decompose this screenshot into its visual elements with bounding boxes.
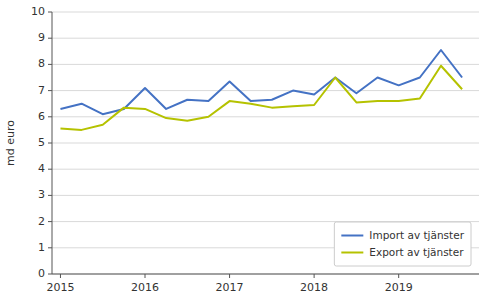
- grid-line: [52, 64, 479, 65]
- x-tick-label: 2015: [46, 281, 74, 294]
- y-tick-label: 0: [38, 267, 45, 280]
- legend-swatch: [341, 252, 363, 254]
- series-line: [60, 66, 462, 130]
- chart: 0 1 2 3 4 5 6 7 8 9 10 2015 2016 2017 2018 2019 md euro I…: [0, 0, 493, 304]
- y-tick: [48, 143, 52, 144]
- y-tick: [48, 274, 52, 275]
- grid-line: [52, 274, 479, 275]
- y-tick-label: 2: [38, 215, 45, 228]
- x-axis-line: [52, 274, 479, 275]
- y-tick-label: 1: [38, 241, 45, 254]
- grid-line: [52, 169, 479, 170]
- y-tick-label: 7: [38, 84, 45, 97]
- y-axis-label: md euro: [4, 120, 17, 166]
- y-tick: [48, 221, 52, 222]
- x-tick: [229, 274, 230, 278]
- y-tick: [48, 169, 52, 170]
- y-tick: [48, 12, 52, 13]
- x-tick-label: 2017: [216, 281, 244, 294]
- x-tick: [398, 274, 399, 278]
- y-axis-line: [52, 12, 53, 274]
- y-tick-label: 8: [38, 57, 45, 70]
- legend-label: Export av tjänster: [369, 246, 464, 258]
- grid-line: [52, 195, 479, 196]
- x-tick: [60, 274, 61, 278]
- grid-line: [52, 38, 479, 39]
- axes: 0 1 2 3 4 5 6 7 8 9 10 2015 2016 2017 2018 2019: [31, 5, 479, 294]
- grid-line: [52, 90, 479, 91]
- grid-line: [52, 12, 479, 13]
- grid-line: [52, 143, 479, 144]
- grid-line: [52, 116, 479, 117]
- y-tick: [48, 195, 52, 196]
- y-tick: [48, 90, 52, 91]
- y-tick-label: 10: [31, 5, 45, 18]
- x-tick: [145, 274, 146, 278]
- series-line: [60, 50, 462, 114]
- legend-box: [334, 222, 471, 266]
- lines: [60, 50, 462, 130]
- legend: Import av tjänster Export av tjänster: [334, 222, 471, 266]
- grid: [52, 12, 479, 274]
- legend-label: Import av tjänster: [369, 229, 464, 241]
- y-tick-label: 3: [38, 188, 45, 201]
- x-tick-label: 2019: [385, 281, 413, 294]
- x-tick-label: 2018: [300, 281, 328, 294]
- y-tick-label: 9: [38, 31, 45, 44]
- legend-swatch: [341, 235, 363, 237]
- y-tick-label: 5: [38, 136, 45, 149]
- x-tick-label: 2016: [131, 281, 159, 294]
- y-tick: [48, 38, 52, 39]
- y-tick-label: 6: [38, 110, 45, 123]
- y-tick: [48, 116, 52, 117]
- y-tick: [48, 247, 52, 248]
- y-tick-label: 4: [38, 162, 45, 175]
- y-tick: [48, 64, 52, 65]
- x-tick: [314, 274, 315, 278]
